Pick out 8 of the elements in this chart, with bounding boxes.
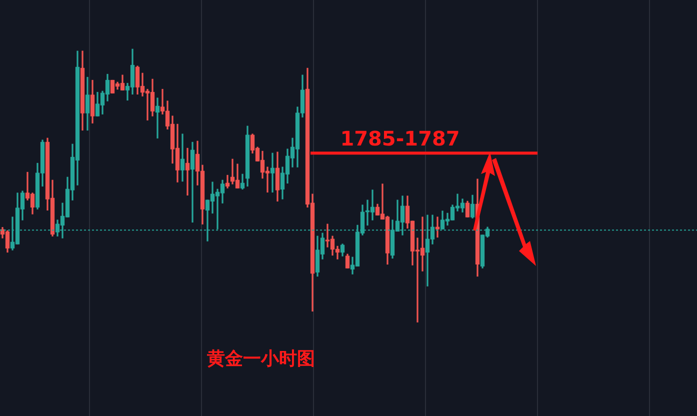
candlestick	[155, 98, 160, 138]
candlestick	[180, 134, 185, 182]
text: 黄金一小时图	[206, 348, 315, 370]
annotation: 1785-1787	[340, 126, 460, 150]
candlestick	[435, 216, 440, 238]
candlestick	[270, 152, 275, 192]
candlestick	[190, 142, 195, 223]
candlestick	[185, 148, 190, 196]
